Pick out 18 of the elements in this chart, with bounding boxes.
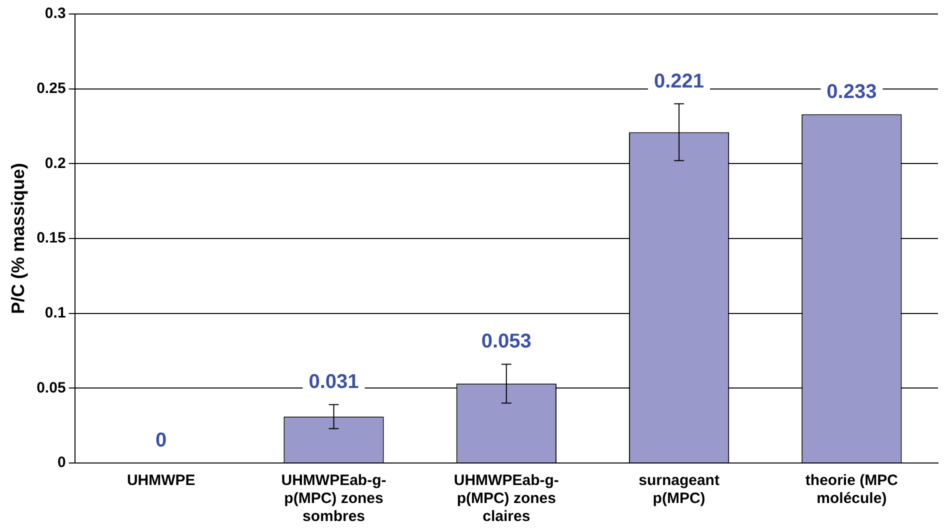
y-tick-label: 0.25 bbox=[36, 80, 66, 97]
y-tick-label: 0.1 bbox=[44, 304, 66, 322]
data-label: 0 bbox=[156, 430, 167, 452]
y-tick-label: 0 bbox=[57, 454, 66, 472]
y-tick-label: 0.2 bbox=[44, 154, 66, 172]
data-label: 0.233 bbox=[826, 80, 877, 103]
y-tick-label: 0.15 bbox=[36, 230, 66, 247]
x-tick-label: UHMWPEab-g-p(MPC) zones claires bbox=[454, 472, 559, 526]
x-tick-label: UHMWPE bbox=[126, 472, 196, 490]
x-tick-label: surnageant p(MPC) bbox=[638, 472, 720, 508]
y-tick-label: 0.05 bbox=[36, 379, 66, 396]
y-tick-label: 0.3 bbox=[44, 5, 66, 22]
x-tick-label: UHMWPEab-g-p(MPC) zones sombres bbox=[281, 472, 386, 526]
data-label: 0.053 bbox=[481, 330, 532, 353]
y-axis-title: P/C (% massique) bbox=[8, 162, 28, 314]
data-label: 0.031 bbox=[308, 371, 359, 394]
data-label: 0.221 bbox=[654, 70, 704, 92]
x-tick-label: theorie (MPC molécule) bbox=[805, 472, 898, 508]
